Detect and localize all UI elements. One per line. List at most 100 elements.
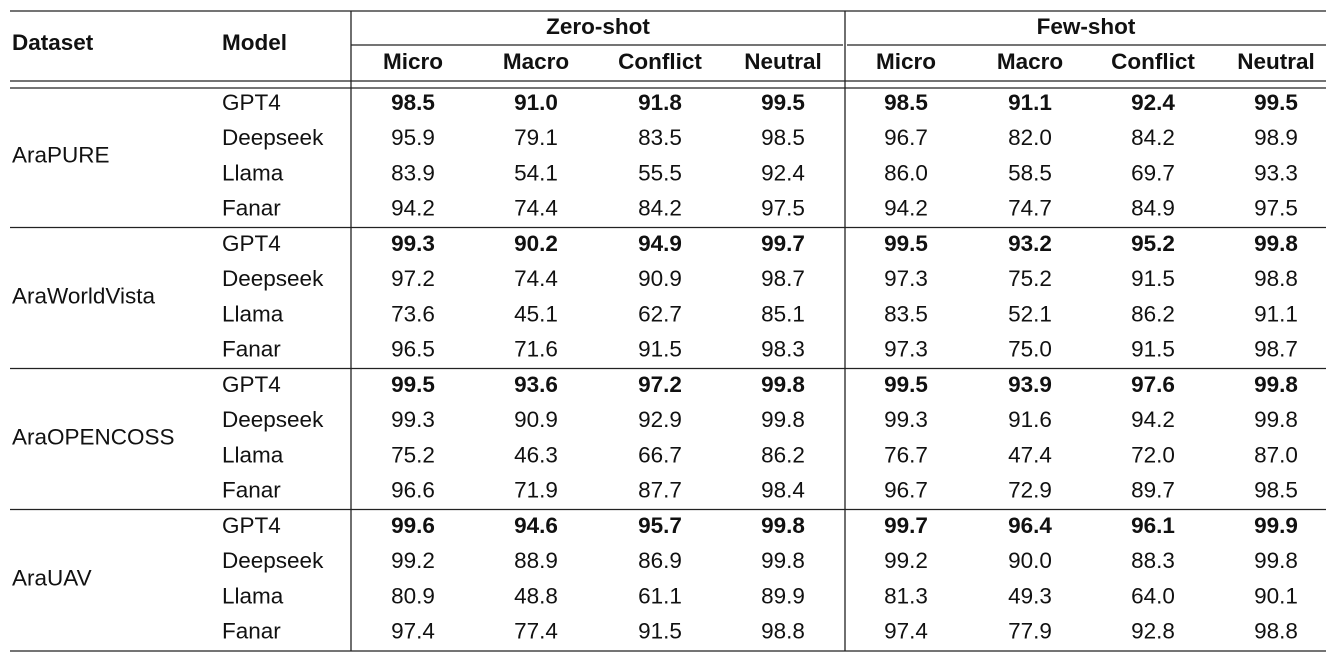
group-header: Few-shot bbox=[1037, 14, 1136, 39]
cell: 61.1 bbox=[638, 583, 682, 608]
model-name: Fanar bbox=[222, 337, 281, 362]
cell: 71.6 bbox=[514, 337, 558, 362]
cell: 97.2 bbox=[391, 266, 435, 291]
cell: 77.4 bbox=[514, 619, 558, 644]
cell: 71.9 bbox=[514, 478, 558, 503]
cell: 74.4 bbox=[514, 196, 558, 221]
cell: 77.9 bbox=[1008, 619, 1052, 644]
cell: 98.8 bbox=[1254, 266, 1298, 291]
header-model: Model bbox=[222, 30, 287, 55]
cell: 62.7 bbox=[638, 301, 682, 326]
column-header: Micro bbox=[383, 49, 443, 74]
model-name: GPT4 bbox=[222, 231, 281, 256]
cell: 69.7 bbox=[1131, 160, 1175, 185]
column-header: Conflict bbox=[618, 49, 702, 74]
model-name: Llama bbox=[222, 160, 284, 185]
cell: 46.3 bbox=[514, 442, 558, 467]
cell: 98.4 bbox=[761, 478, 805, 503]
model-name: Llama bbox=[222, 442, 284, 467]
cell: 91.1 bbox=[1254, 301, 1298, 326]
cell: 98.9 bbox=[1254, 125, 1298, 150]
dataset-name: AraPURE bbox=[12, 143, 110, 168]
cell: 91.1 bbox=[1008, 90, 1052, 115]
column-header: Macro bbox=[503, 49, 569, 74]
model-name: Llama bbox=[222, 583, 284, 608]
cell: 80.9 bbox=[391, 583, 435, 608]
cell: 94.2 bbox=[884, 196, 928, 221]
cell: 85.1 bbox=[761, 301, 805, 326]
cell: 54.1 bbox=[514, 160, 558, 185]
cell: 99.5 bbox=[391, 372, 435, 397]
cell: 93.9 bbox=[1008, 372, 1052, 397]
cell: 58.5 bbox=[1008, 160, 1052, 185]
cell: 91.5 bbox=[638, 337, 682, 362]
cell: 92.9 bbox=[638, 407, 682, 432]
cell: 83.5 bbox=[638, 125, 682, 150]
column-header: Micro bbox=[876, 49, 936, 74]
cell: 47.4 bbox=[1008, 442, 1052, 467]
cell: 96.5 bbox=[391, 337, 435, 362]
cell: 99.8 bbox=[1254, 548, 1298, 573]
cell: 92.8 bbox=[1131, 619, 1175, 644]
cell: 86.2 bbox=[761, 442, 805, 467]
cell: 97.4 bbox=[391, 619, 435, 644]
cell: 98.5 bbox=[1254, 478, 1298, 503]
cell: 96.1 bbox=[1131, 513, 1175, 538]
cell: 79.1 bbox=[514, 125, 558, 150]
model-name: Deepseek bbox=[222, 548, 324, 573]
cell: 95.9 bbox=[391, 125, 435, 150]
model-name: Deepseek bbox=[222, 266, 324, 291]
cell: 82.0 bbox=[1008, 125, 1052, 150]
cell: 99.8 bbox=[1254, 231, 1298, 256]
cell: 97.4 bbox=[884, 619, 928, 644]
cell: 99.8 bbox=[1254, 407, 1298, 432]
cell: 97.2 bbox=[638, 372, 682, 397]
header-dataset: Dataset bbox=[12, 30, 94, 55]
cell: 83.9 bbox=[391, 160, 435, 185]
cell: 91.5 bbox=[1131, 337, 1175, 362]
cell: 99.2 bbox=[391, 548, 435, 573]
model-name: Deepseek bbox=[222, 125, 324, 150]
model-name: Fanar bbox=[222, 478, 281, 503]
cell: 93.3 bbox=[1254, 160, 1298, 185]
cell: 99.5 bbox=[1254, 90, 1298, 115]
cell: 99.8 bbox=[761, 372, 805, 397]
cell: 91.8 bbox=[638, 90, 682, 115]
cell: 45.1 bbox=[514, 301, 558, 326]
cell: 93.6 bbox=[514, 372, 558, 397]
cell: 97.6 bbox=[1131, 372, 1175, 397]
cell: 99.5 bbox=[884, 372, 928, 397]
cell: 87.7 bbox=[638, 478, 682, 503]
cell: 99.8 bbox=[761, 548, 805, 573]
cell: 90.1 bbox=[1254, 583, 1298, 608]
cell: 90.0 bbox=[1008, 548, 1052, 573]
cell: 74.4 bbox=[514, 266, 558, 291]
cell: 94.6 bbox=[514, 513, 558, 538]
model-name: Deepseek bbox=[222, 407, 324, 432]
cell: 91.6 bbox=[1008, 407, 1052, 432]
model-name: Fanar bbox=[222, 619, 281, 644]
cell: 95.7 bbox=[638, 513, 682, 538]
cell: 98.3 bbox=[761, 337, 805, 362]
dataset-name: AraOPENCOSS bbox=[12, 425, 175, 450]
cell: 99.9 bbox=[1254, 513, 1298, 538]
cell: 90.9 bbox=[514, 407, 558, 432]
cell: 96.4 bbox=[1008, 513, 1052, 538]
cell: 94.2 bbox=[391, 196, 435, 221]
cell: 99.5 bbox=[884, 231, 928, 256]
cell: 76.7 bbox=[884, 442, 928, 467]
cell: 86.9 bbox=[638, 548, 682, 573]
cell: 73.6 bbox=[391, 301, 435, 326]
cell: 55.5 bbox=[638, 160, 682, 185]
cell: 75.0 bbox=[1008, 337, 1052, 362]
cell: 84.9 bbox=[1131, 196, 1175, 221]
cell: 72.0 bbox=[1131, 442, 1175, 467]
cell: 99.6 bbox=[391, 513, 435, 538]
cell: 95.2 bbox=[1131, 231, 1175, 256]
model-name: GPT4 bbox=[222, 513, 281, 538]
cell: 99.2 bbox=[884, 548, 928, 573]
cell: 97.3 bbox=[884, 337, 928, 362]
model-name: GPT4 bbox=[222, 372, 281, 397]
